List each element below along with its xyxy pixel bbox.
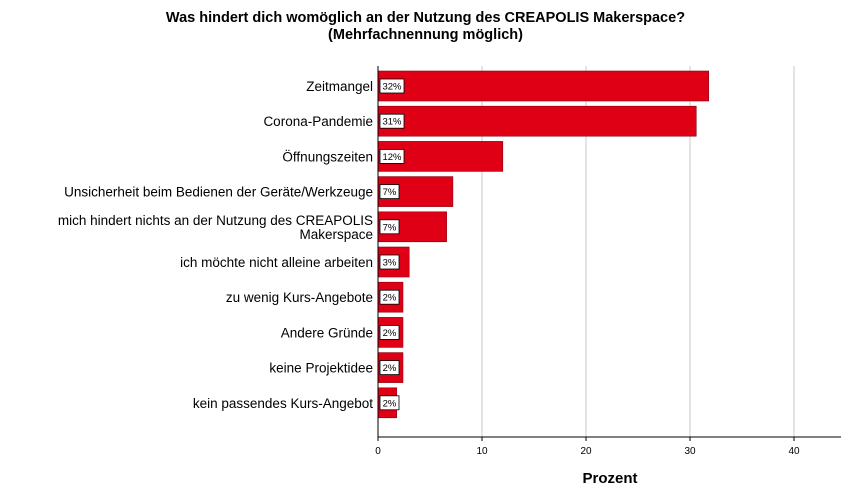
data-label: 7%: [383, 222, 397, 233]
data-label: 2%: [383, 363, 397, 374]
data-label-box: [379, 360, 400, 376]
category-label: zu wenig Kurs-Angebote: [226, 290, 373, 305]
data-label-box: [379, 289, 400, 305]
data-label-box: [379, 254, 400, 270]
data-label-box: [379, 78, 405, 94]
data-label: 2%: [383, 398, 397, 409]
category-label: Zeitmangel: [306, 79, 373, 94]
category-label: Öffnungszeiten: [282, 149, 373, 164]
category-label: Corona-Pandemie: [263, 114, 373, 129]
data-label-box: [379, 324, 400, 340]
x-tick-label: 0: [375, 446, 381, 457]
data-label: 32%: [382, 82, 402, 93]
data-label-box: [379, 184, 400, 200]
category-label: Andere Gründe: [281, 325, 373, 340]
chart-subtitle: (Mehrfachnennung möglich): [328, 27, 523, 43]
category-label: Unsicherheit beim Bedienen der Geräte/We…: [64, 185, 373, 200]
data-label-box: [379, 395, 400, 411]
x-tick-label: 30: [684, 446, 696, 457]
data-label: 31%: [382, 117, 402, 128]
category-label: mich hindert nichts an der Nutzung des C…: [58, 213, 373, 228]
x-tick-label: 10: [476, 446, 488, 457]
data-label-box: [379, 219, 400, 235]
data-label: 3%: [383, 258, 397, 269]
x-axis-label: Prozent: [582, 470, 637, 487]
x-tick-label: 20: [580, 446, 592, 457]
data-label-box: [379, 148, 405, 164]
category-label: Makerspace: [299, 227, 373, 242]
bar: [377, 70, 710, 102]
category-label: kein passendes Kurs-Angebot: [193, 396, 373, 411]
data-label-box: [379, 113, 405, 129]
data-label: 7%: [383, 187, 397, 198]
category-label: ich möchte nicht alleine arbeiten: [180, 255, 373, 270]
x-tick-label: 40: [788, 446, 800, 457]
data-label: 2%: [383, 328, 397, 339]
data-label: 2%: [383, 293, 397, 304]
chart-title: Was hindert dich womöglich an der Nutzun…: [165, 10, 686, 26]
data-label: 12%: [382, 152, 402, 163]
category-label: keine Projektidee: [269, 361, 373, 376]
bar: [377, 105, 697, 137]
